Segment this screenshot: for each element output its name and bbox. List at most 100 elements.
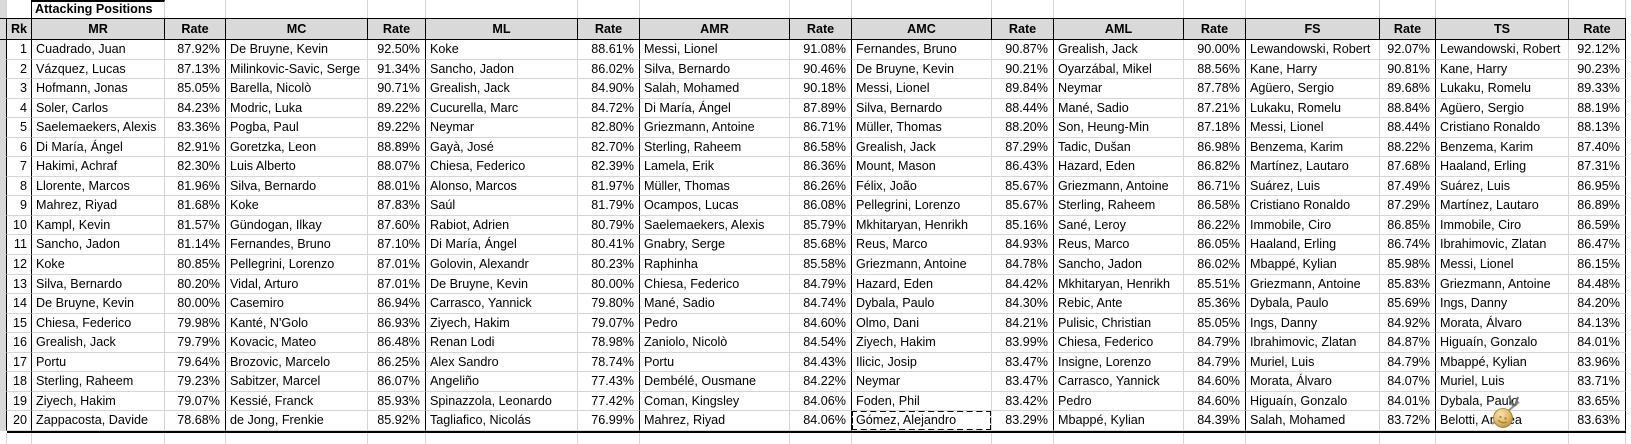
cell-rate[interactable]: 84.01% <box>1569 333 1626 353</box>
cell-rate[interactable]: 90.81% <box>1380 59 1436 80</box>
cell-player-name[interactable]: Silva, Bernardo <box>32 274 165 295</box>
cell-player-name[interactable]: Müller, Thomas <box>640 176 790 197</box>
cell-player-name[interactable]: Gayà, José <box>426 137 578 158</box>
cell-rate[interactable]: 80.85% <box>165 255 226 275</box>
cell-rate[interactable]: 84.93% <box>992 235 1054 256</box>
title-row-cell[interactable] <box>640 0 790 18</box>
cell-player-name[interactable]: Suárez, Luis <box>1436 176 1569 197</box>
cell-player-name[interactable]: Immobile, Ciro <box>1246 215 1380 236</box>
rank-column-top-cell[interactable] <box>7 0 32 18</box>
cell-rate[interactable]: 84.54% <box>790 333 852 353</box>
cell-player-name[interactable]: Messi, Lionel <box>852 79 992 99</box>
cell-player-name[interactable]: Sancho, Jadon <box>1054 255 1184 275</box>
cell-rate[interactable]: 87.13% <box>165 59 226 80</box>
cell-rate[interactable]: 79.07% <box>578 313 640 334</box>
cell-player-name[interactable]: Ibrahimovic, Zlatan <box>1246 333 1380 353</box>
cell-rate[interactable]: 89.33% <box>1569 79 1626 99</box>
cell-rate[interactable]: 92.50% <box>368 40 426 60</box>
row-rank[interactable]: 18 <box>7 372 32 392</box>
cell-player-name[interactable]: Tadic, Dušan <box>1054 137 1184 158</box>
cell-player-name[interactable]: De Bruyne, Kevin <box>32 294 165 314</box>
cell-rate[interactable]: 83.63% <box>1569 411 1626 431</box>
cell-player-name[interactable]: Kessié, Franck <box>226 391 368 412</box>
cell-player-name[interactable]: Agüero, Sergio <box>1246 79 1380 99</box>
cell-player-name[interactable]: Pedro <box>640 313 790 334</box>
cell-rate[interactable]: 90.46% <box>790 59 852 80</box>
cell-player-name[interactable]: Oyarzábal, Mikel <box>1054 59 1184 80</box>
below-table-cell[interactable] <box>1569 432 1626 444</box>
cell-rate[interactable]: 88.61% <box>578 40 640 60</box>
cell-rate[interactable]: 86.07% <box>368 372 426 392</box>
cell-player-name[interactable]: Mbappé, Kylian <box>1246 255 1380 275</box>
cell-player-name[interactable]: Mount, Mason <box>852 157 992 177</box>
cell-player-name[interactable]: Pulisic, Christian <box>1054 313 1184 334</box>
cell-rate[interactable]: 85.67% <box>992 196 1054 216</box>
cell-player-name[interactable]: Mbappé, Kylian <box>1436 352 1569 373</box>
cell-player-name[interactable]: Sancho, Jadon <box>32 235 165 256</box>
row-rank[interactable]: 6 <box>7 137 32 158</box>
cell-rate[interactable]: 85.05% <box>165 79 226 99</box>
cell-rate[interactable]: 86.71% <box>790 118 852 138</box>
column-header-ml[interactable]: ML <box>426 18 578 40</box>
cell-player-name[interactable]: Sancho, Jadon <box>426 59 578 80</box>
cell-rate[interactable]: 80.00% <box>165 294 226 314</box>
cell-rate[interactable]: 77.43% <box>578 372 640 392</box>
cell-rate[interactable]: 83.71% <box>1569 372 1626 392</box>
cell-player-name[interactable]: Hofmann, Jonas <box>32 79 165 99</box>
cell-rate[interactable]: 84.87% <box>1380 333 1436 353</box>
below-table-cell[interactable] <box>1380 432 1436 444</box>
row-rank[interactable]: 19 <box>7 391 32 412</box>
cell-player-name[interactable]: Saúl <box>426 196 578 216</box>
cell-player-name[interactable]: Chiesa, Federico <box>640 274 790 295</box>
title-row-cell[interactable] <box>1380 0 1436 18</box>
cell-rate[interactable]: 79.98% <box>165 313 226 334</box>
cell-rate[interactable]: 81.14% <box>165 235 226 256</box>
row-rank[interactable]: 14 <box>7 294 32 314</box>
cell-player-name[interactable]: Lukaku, Romelu <box>1246 98 1380 119</box>
below-table-cell[interactable] <box>226 432 368 444</box>
cell-player-name[interactable]: Di María, Ángel <box>640 98 790 119</box>
cell-player-name[interactable]: Koke <box>226 196 368 216</box>
cell-player-name[interactable]: Olmo, Dani <box>852 313 992 334</box>
below-table-cell[interactable] <box>992 432 1054 444</box>
cell-rate[interactable]: 84.79% <box>1184 333 1246 353</box>
cell-rate[interactable]: 86.08% <box>790 196 852 216</box>
cell-rate[interactable]: 86.58% <box>790 137 852 158</box>
cell-rate[interactable]: 85.79% <box>790 215 852 236</box>
title-row-cell[interactable] <box>368 0 426 18</box>
cell-rate[interactable]: 86.58% <box>1184 196 1246 216</box>
cell-player-name[interactable]: Pedro <box>1054 391 1184 412</box>
cell-rate[interactable]: 86.85% <box>1380 215 1436 236</box>
cell-player-name[interactable]: Silva, Bernardo <box>640 59 790 80</box>
column-header-aml[interactable]: AML <box>1054 18 1184 40</box>
cell-rate[interactable]: 84.21% <box>992 313 1054 334</box>
cell-player-name[interactable]: Salah, Mohamed <box>640 79 790 99</box>
cell-rate[interactable]: 84.79% <box>1184 352 1246 373</box>
cell-rate[interactable]: 86.89% <box>1569 196 1626 216</box>
cell-player-name[interactable]: Llorente, Marcos <box>32 176 165 197</box>
column-header-rate[interactable]: Rate <box>1184 18 1246 40</box>
title-row-cell[interactable] <box>578 0 640 18</box>
column-header-rate[interactable]: Rate <box>790 18 852 40</box>
cell-rate[interactable]: 84.60% <box>790 313 852 334</box>
cell-player-name[interactable]: Chiesa, Federico <box>426 157 578 177</box>
cell-rate[interactable]: 88.44% <box>992 98 1054 119</box>
title-row-cell[interactable] <box>226 0 368 18</box>
cell-player-name[interactable]: De Bruyne, Kevin <box>426 274 578 295</box>
below-table-cell[interactable] <box>426 432 578 444</box>
cell-rate[interactable]: 83.65% <box>1569 391 1626 412</box>
cell-rate[interactable]: 83.42% <box>992 391 1054 412</box>
cell-player-name[interactable]: Ibrahimovic, Zlatan <box>1436 235 1569 256</box>
cell-player-name[interactable]: Ings, Danny <box>1436 294 1569 314</box>
cell-rate[interactable]: 84.43% <box>790 352 852 373</box>
cell-rate[interactable]: 79.07% <box>165 391 226 412</box>
cell-rate[interactable]: 88.20% <box>992 118 1054 138</box>
cell-rate[interactable]: 83.29% <box>992 411 1054 431</box>
cell-player-name[interactable]: Raphinha <box>640 255 790 275</box>
title-row-cell[interactable] <box>165 0 226 18</box>
cell-rate[interactable]: 84.79% <box>790 274 852 295</box>
cell-rate[interactable]: 86.02% <box>578 59 640 80</box>
cell-player-name-copied[interactable]: Gómez, Alejandro <box>852 411 992 431</box>
title-row-cell[interactable] <box>1569 0 1626 18</box>
cell-player-name[interactable]: Grealish, Jack <box>852 137 992 158</box>
